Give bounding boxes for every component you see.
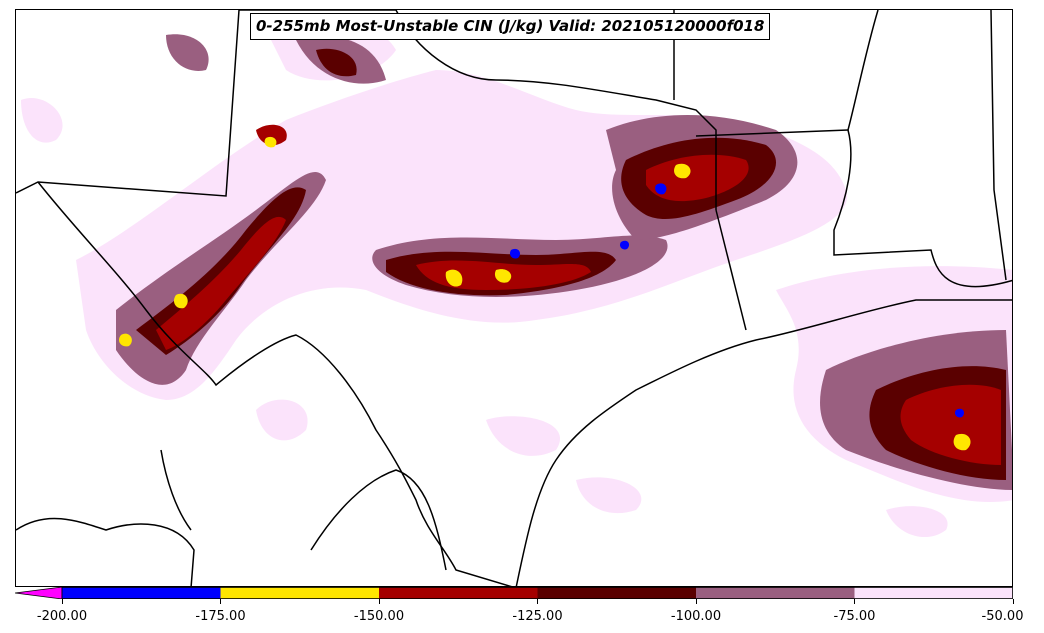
cin-yellow-regions <box>118 136 971 451</box>
colorbar-outline <box>61 587 1013 599</box>
colorbar-bin <box>854 587 1013 599</box>
colorbar-tick-mark <box>378 599 380 604</box>
colorbar-tick-mark <box>61 599 63 604</box>
cin-map <box>16 10 1012 586</box>
colorbar-tick-label: -175.00 <box>195 609 246 624</box>
map-title: 0-255mb Most-Unstable CIN (J/kg) Valid: … <box>250 13 771 40</box>
colorbar-tick-mark <box>695 599 697 604</box>
colorbar-tick-mark <box>1012 599 1014 604</box>
colorbar-tick-label: -50.00 <box>981 609 1024 624</box>
colorbar-tick-mark <box>537 599 538 604</box>
colorbar-tick-mark <box>854 599 855 604</box>
colorbar-bin <box>379 587 538 599</box>
colorbar-bin <box>62 587 221 599</box>
colorbar-tick-label: -150.00 <box>353 609 405 624</box>
political-boundaries <box>16 10 1012 586</box>
cin-blue-regions <box>509 183 965 418</box>
colorbar-tick-label: -75.00 <box>833 609 876 624</box>
colorbar-bin <box>537 587 696 599</box>
colorbar-extend-arrow <box>15 587 63 599</box>
colorbar-tick-mark <box>220 599 221 604</box>
colorbar-bin <box>696 587 855 599</box>
colorbar-bin <box>220 587 379 599</box>
colorbar-tick-label: -100.00 <box>670 609 722 624</box>
colorbar <box>15 587 1013 599</box>
colorbar-tick-label: -125.00 <box>512 609 563 624</box>
cin-red-regions <box>156 124 1001 465</box>
map-panel <box>15 9 1013 587</box>
colorbar-tick-label: -200.00 <box>36 609 88 624</box>
